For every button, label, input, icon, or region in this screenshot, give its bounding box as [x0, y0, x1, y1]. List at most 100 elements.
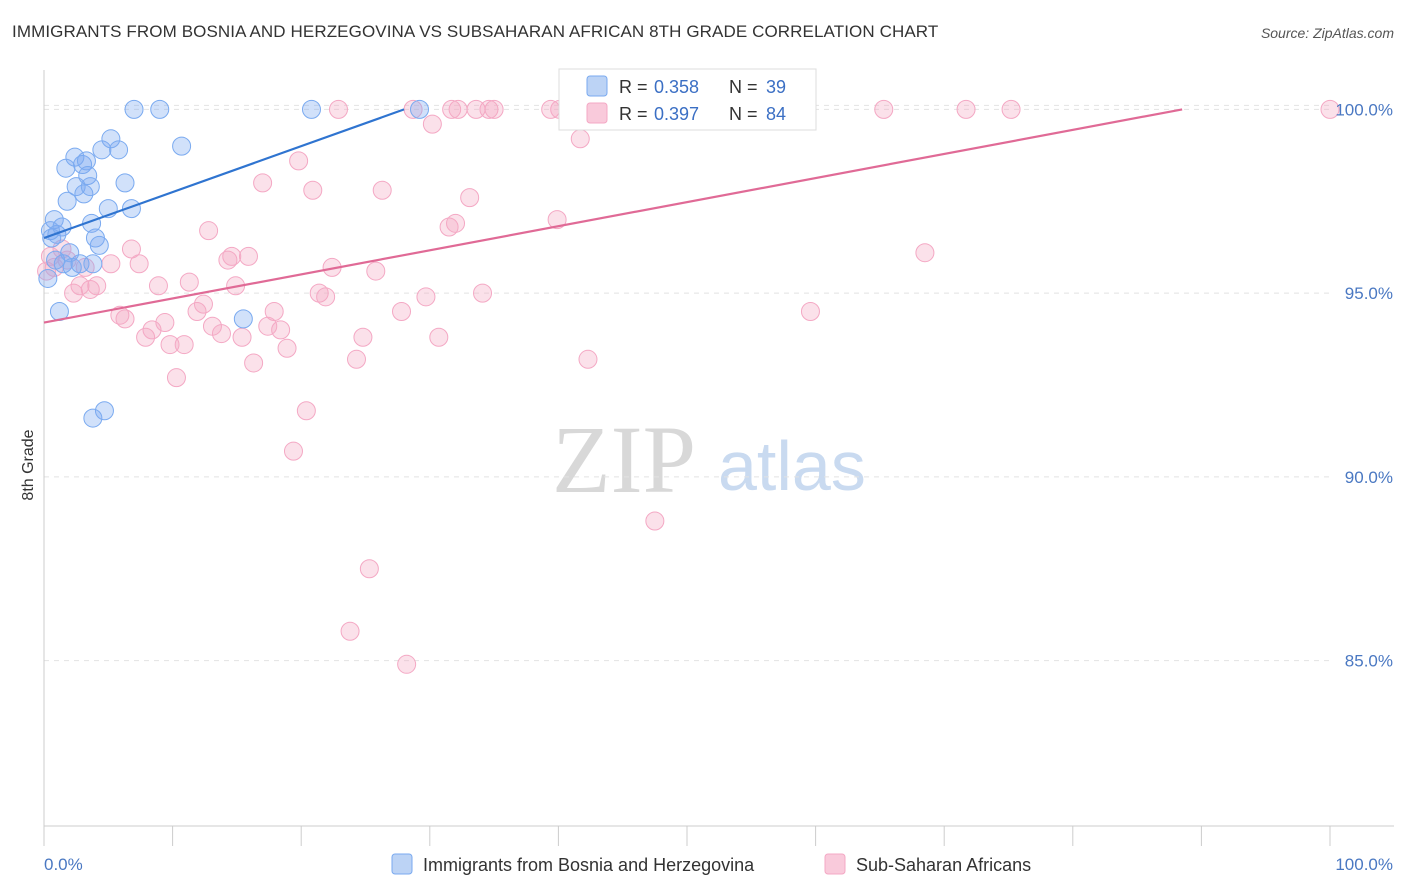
africa-point-62	[473, 283, 493, 303]
africa-point-46	[340, 621, 360, 641]
africa-point-41	[303, 180, 323, 200]
y-tick-label-3: 100.0%	[1335, 100, 1393, 119]
africa-point-54	[403, 99, 423, 119]
africa-point-79	[1001, 99, 1021, 119]
bosnia-point-15	[73, 155, 93, 175]
axes	[43, 70, 1394, 846]
africa-point-67	[446, 213, 466, 233]
africa-point-21	[174, 335, 194, 355]
africa-point-39	[289, 151, 309, 171]
africa-point-22	[179, 272, 199, 292]
africa-point-65	[547, 210, 567, 230]
legend-n-label-2: N =	[729, 104, 758, 124]
bosnia-point-9	[57, 191, 77, 211]
bosnia-point-27	[101, 129, 121, 149]
africa-point-64	[484, 99, 504, 119]
x-tick-label-0: 0.0%	[44, 855, 83, 874]
bosnia-point-12	[65, 147, 85, 167]
africa-point-25	[199, 221, 219, 241]
africa-point-74	[645, 511, 665, 531]
africa-point-55	[416, 287, 436, 307]
africa-point-32	[244, 353, 264, 373]
bottom-legend-label-pink: Sub-Saharan Africans	[856, 855, 1031, 875]
bosnia-point-32	[150, 99, 170, 119]
legend-n-label-1: N =	[729, 77, 758, 97]
legend-r-label-1: R =	[619, 77, 648, 97]
watermark-zip: ZIP	[552, 406, 696, 513]
x-tick-label-1: 100.0%	[1335, 855, 1393, 874]
africa-point-28	[218, 250, 238, 270]
africa-point-20	[166, 368, 186, 388]
grid-lines	[44, 104, 1330, 662]
africa-point-60	[460, 188, 480, 208]
africa-point-33	[253, 173, 273, 193]
series-bosnia-herzegovina	[38, 99, 430, 428]
legend-r-value-2: 0.397	[654, 104, 699, 124]
africa-point-83	[222, 246, 242, 266]
legend-swatch-pink	[586, 102, 608, 124]
africa-point-13	[121, 239, 141, 259]
bosnia-point-21	[83, 254, 103, 274]
bosnia-point-0	[38, 268, 58, 288]
africa-point-50	[366, 261, 386, 281]
africa-point-6	[70, 276, 90, 296]
bosnia-point-28	[109, 140, 129, 160]
africa-point-9	[80, 279, 100, 299]
bosnia-point-33	[172, 136, 192, 156]
y-tick-label-2: 95.0%	[1345, 284, 1393, 303]
africa-point-19	[160, 335, 180, 355]
bosnia-point-31	[124, 99, 144, 119]
watermark-atlas: atlas	[718, 427, 866, 505]
africa-point-73	[578, 349, 598, 369]
y-tick-label-0: 85.0%	[1345, 652, 1393, 671]
africa-point-47	[346, 349, 366, 369]
legend-n-value-2: 84	[766, 104, 786, 124]
africa-point-42	[309, 283, 329, 303]
bottom-legend-swatch-blue	[391, 853, 413, 875]
africa-point-12	[115, 309, 135, 329]
legend-r-label-2: R =	[619, 104, 648, 124]
africa-point-77	[915, 243, 935, 263]
africa-point-23	[187, 302, 207, 322]
africa-point-27	[211, 324, 231, 344]
trend-lines	[43, 108, 1183, 324]
bottom-legend-label-blue: Immigrants from Bosnia and Herzegovina	[423, 855, 755, 875]
africa-point-18	[155, 313, 175, 333]
bosnia-point-16	[74, 184, 94, 204]
africa-point-24	[193, 294, 213, 314]
africa-point-17	[148, 276, 168, 296]
legend-r-value-1: 0.358	[654, 77, 699, 97]
source-label: Source: ZipAtlas.com	[1260, 25, 1394, 41]
africa-point-51	[372, 180, 392, 200]
africa-point-37	[277, 338, 297, 358]
africa-point-58	[442, 99, 462, 119]
bosnia-point-18	[78, 166, 98, 186]
bosnia-point-29	[115, 173, 135, 193]
legend-swatch-blue	[586, 75, 608, 97]
africa-point-80	[1320, 99, 1340, 119]
bosnia-point-13	[66, 177, 86, 197]
bottom-legend-swatch-pink	[824, 853, 846, 875]
trend-line-africa	[43, 108, 1183, 324]
y-axis-title: 8th Grade	[20, 429, 37, 500]
stats-legend: R = 0.358 N = 39 R = 0.397 N = 84	[558, 68, 817, 131]
africa-point-66	[439, 217, 459, 237]
africa-point-40	[296, 401, 316, 421]
bosnia-point-19	[80, 177, 100, 197]
africa-point-30	[232, 327, 252, 347]
trend-line-bosnia	[43, 108, 405, 240]
bosnia-point-37	[410, 99, 430, 119]
africa-point-11	[110, 305, 130, 325]
africa-point-75	[800, 302, 820, 322]
africa-point-10	[101, 254, 121, 274]
series-legend: Immigrants from Bosnia and Herzegovina S…	[391, 853, 1031, 875]
africa-point-31	[238, 246, 258, 266]
africa-point-48	[353, 327, 373, 347]
africa-point-53	[397, 654, 417, 674]
africa-point-52	[392, 302, 412, 322]
africa-point-56	[422, 114, 442, 134]
tick-labels: 85.0% 90.0% 95.0% 100.0% 0.0% 100.0%	[44, 100, 1393, 874]
africa-point-63	[479, 99, 499, 119]
bosnia-point-38	[46, 250, 66, 270]
